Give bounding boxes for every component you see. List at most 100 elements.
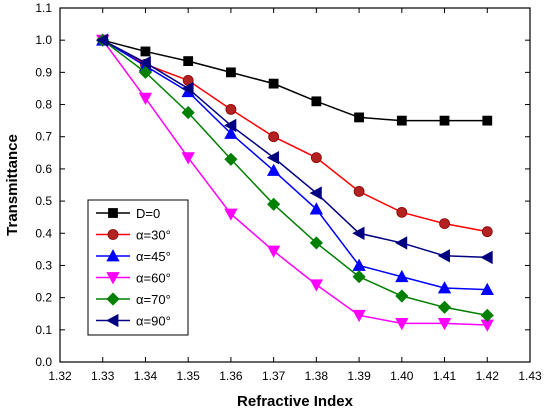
- data-point: [181, 152, 195, 165]
- legend-entry: α=45°: [96, 249, 171, 264]
- legend-marker: [106, 249, 120, 262]
- data-point: [437, 249, 450, 263]
- data-point: [138, 65, 153, 79]
- data-point: [266, 245, 281, 258]
- data-point: [140, 46, 151, 57]
- data-point: [437, 317, 452, 331]
- data-point: [394, 236, 408, 250]
- series-5: [95, 33, 493, 265]
- plot-area: [59, 7, 531, 363]
- y-tick-label: 0.7: [35, 130, 52, 144]
- x-tick-label: 1.38: [305, 369, 329, 383]
- x-axis: 1.32 1.33 1.34 1.35 1.36 1.37 1.38 1.39 1.40 1.41…: [48, 8, 542, 383]
- data-point: [352, 270, 366, 284]
- plot-border: [59, 7, 531, 363]
- data-point: [480, 308, 494, 322]
- y-axis-title: Transmittance: [4, 134, 21, 236]
- x-tick-label: 1.42: [476, 369, 500, 383]
- data-point: [480, 250, 493, 265]
- legend-label: α=45°: [136, 249, 171, 264]
- data-point: [353, 186, 365, 197]
- data-point: [224, 208, 238, 221]
- data-point: [310, 152, 322, 164]
- series-line: [102, 39, 488, 326]
- series-line: [102, 39, 488, 259]
- series-line: [102, 39, 488, 317]
- y-tick-label: 0.4: [35, 226, 52, 240]
- legend-entry: D=0: [96, 206, 160, 221]
- data-point: [352, 226, 365, 240]
- data-point: [266, 163, 281, 176]
- data-point: [226, 67, 236, 78]
- data-point: [268, 78, 279, 89]
- x-tick-label: 1.34: [134, 369, 158, 383]
- legend-marker: [106, 292, 120, 306]
- legend-label: D=0: [136, 206, 160, 221]
- x-tick-label: 1.32: [48, 369, 72, 383]
- data-point: [311, 96, 322, 107]
- legend: D=0 α=30° α=45° α=60° α=70° α=90°: [87, 199, 189, 336]
- data-point: [437, 300, 452, 314]
- data-point: [396, 206, 408, 218]
- x-axis-title: Refractive Index: [237, 393, 354, 410]
- data-point: [309, 279, 324, 292]
- legend-label: α=60°: [136, 271, 171, 286]
- data-point: [224, 118, 237, 133]
- data-point: [354, 112, 364, 123]
- data-point: [181, 106, 195, 120]
- data-point: [309, 236, 323, 250]
- y-tick-label: 0.2: [35, 291, 52, 305]
- data-point: [352, 309, 366, 323]
- data-point: [95, 33, 109, 47]
- data-point: [138, 92, 153, 105]
- x-tick-label: 1.41: [433, 369, 457, 383]
- y-tick-label: 0.0: [35, 355, 52, 369]
- data-point: [395, 289, 409, 303]
- series-line: [102, 39, 488, 233]
- series-line: [102, 39, 488, 291]
- y-tick-label: 1.1: [35, 1, 52, 15]
- x-tick-label: 1.43: [518, 369, 542, 383]
- x-tick-label: 1.39: [347, 369, 371, 383]
- data-point: [138, 56, 151, 70]
- data-point: [267, 197, 281, 211]
- series-line: [102, 39, 488, 122]
- data-point: [480, 282, 494, 295]
- y-tick-label: 0.1: [35, 323, 52, 337]
- x-tick-label: 1.36: [219, 369, 243, 383]
- data-point: [395, 269, 409, 283]
- data-point: [266, 150, 280, 165]
- y-tick-label: 0.9: [35, 65, 52, 79]
- data-point: [439, 218, 450, 230]
- data-point: [437, 281, 452, 294]
- x-tick-label: 1.35: [177, 369, 201, 383]
- data-point: [181, 81, 194, 96]
- x-tick-label: 1.40: [390, 369, 414, 383]
- legend-entry: α=90°: [96, 314, 171, 329]
- series-4: [96, 33, 494, 322]
- legend-box: [87, 199, 189, 336]
- legend-marker: [106, 313, 119, 328]
- legend-entry: α=60°: [96, 271, 171, 286]
- y-tick-label: 0.5: [35, 194, 52, 208]
- legend-marker: [106, 272, 120, 285]
- data-point: [396, 115, 407, 126]
- y-tick-label: 0.6: [35, 162, 52, 176]
- legend-marker: [108, 208, 118, 218]
- series-0: [97, 35, 493, 126]
- legend-entry: α=30°: [96, 228, 171, 243]
- data-point: [309, 186, 322, 200]
- x-tick-label: 1.37: [262, 369, 286, 383]
- x-tick-label: 1.33: [91, 369, 115, 383]
- y-tick-label: 0.8: [35, 98, 52, 112]
- data-point: [439, 115, 450, 126]
- legend-label: α=70°: [136, 292, 171, 307]
- data-point: [183, 56, 194, 66]
- y-tick-label: 1.0: [35, 33, 52, 47]
- legend-label: α=90°: [136, 314, 171, 329]
- data-point: [482, 115, 493, 126]
- y-axis: 0.0 0.1 0.2 0.3 0.4 0.5 0.6 0.7 0.8 0.9 1.0 1.1: [35, 1, 530, 369]
- data-point: [309, 202, 324, 215]
- data-point: [268, 131, 280, 143]
